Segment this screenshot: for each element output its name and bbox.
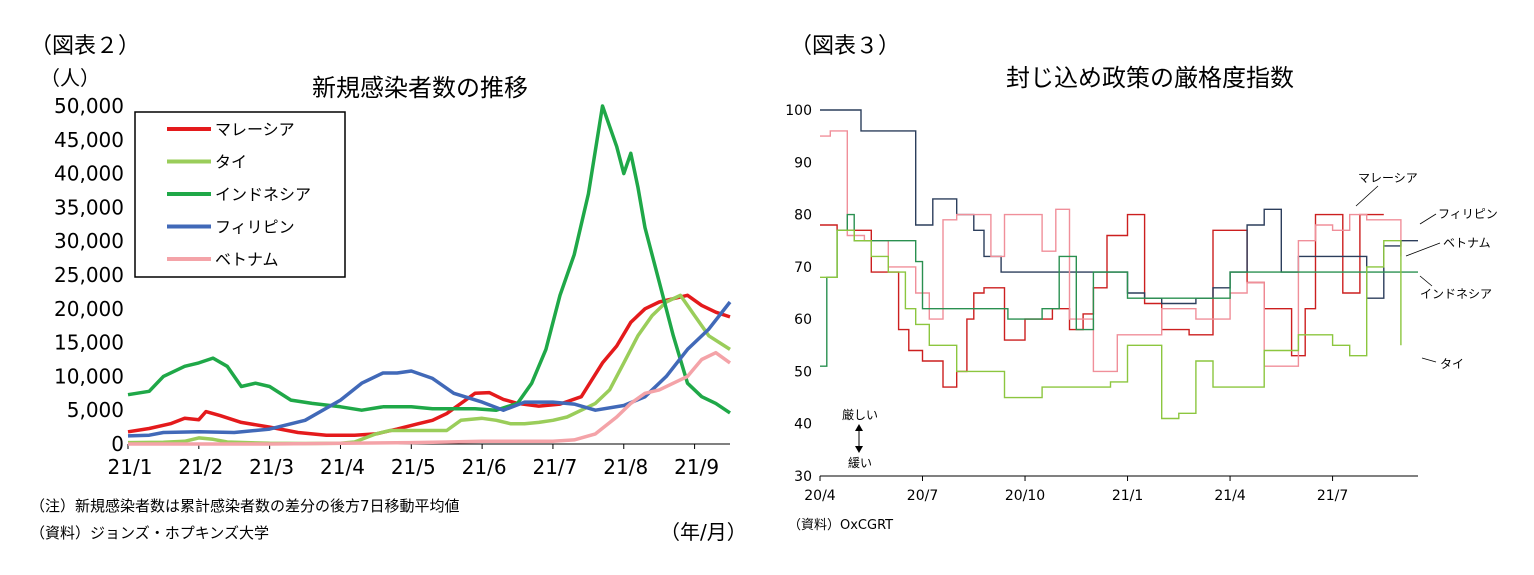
left-x-tick-label: 21/7: [532, 455, 577, 479]
right-series-leader: [1419, 213, 1437, 225]
left-y-tick-label: 30,000: [54, 229, 124, 253]
right-series-line: [820, 109, 1418, 305]
left-x-tick-label: 21/6: [462, 455, 507, 479]
left-chart-title: 新規感染者数の推移: [312, 74, 528, 102]
figure2-label: （図表２）: [30, 34, 141, 59]
right-series-leader: [1355, 185, 1379, 207]
left-x-tick-label: 21/3: [249, 455, 294, 479]
left-x-tick-label: 21/9: [674, 455, 719, 479]
strict-label: 厳しい: [842, 408, 878, 422]
right-y-tick-label: 30: [794, 469, 812, 485]
right-y-tick-label: 90: [794, 155, 812, 171]
right-series-label: タイ: [1440, 357, 1464, 371]
left-x-tick-label: 21/4: [320, 455, 365, 479]
left-legend-label: フィリピン: [215, 218, 295, 237]
left-x-tick-label: 21/2: [178, 455, 223, 479]
right-y-tick-label: 80: [794, 208, 812, 224]
left-y-tick-label: 50,000: [54, 94, 124, 118]
arrow-down-head: [855, 446, 863, 453]
left-series-line: [127, 293, 731, 437]
right-x-tick-label: 20/7: [907, 488, 938, 504]
left-legend-label: インドネシア: [215, 185, 311, 204]
right-y-tick-label: 50: [794, 364, 812, 380]
left-y-tick-label: 5,000: [67, 398, 124, 422]
left-y-tick-label: 35,000: [54, 195, 124, 219]
right-series-label: フィリピン: [1438, 207, 1498, 221]
right-x-tick-label: 21/4: [1214, 488, 1246, 504]
right-y-tick-label: 100: [785, 103, 812, 119]
right-series-line: [820, 213, 1384, 388]
left-series-line: [128, 350, 732, 446]
loose-label: 緩い: [848, 456, 872, 470]
left-y-tick-label: 45,000: [54, 128, 124, 152]
right-x-tick-label: 21/1: [1112, 488, 1143, 504]
right-series-leader: [1419, 275, 1433, 287]
y-unit-label: （人）: [40, 66, 100, 90]
left-y-tick-label: 25,000: [54, 263, 124, 287]
right-series-label: マレーシア: [1358, 171, 1418, 185]
right-source: （資料）OxCGRT: [788, 518, 894, 533]
left-note: （注）新規感染者数は累計感染者数の差分の後方7日移動平均値: [30, 497, 460, 515]
arrow-up-head: [855, 424, 863, 431]
x-unit-label: （年/月）: [660, 520, 747, 544]
left-chart: 新規感染者数の推移 0 5,000 10,000 15,000 20,000 25,000 3…: [54, 74, 732, 479]
left-source: （資料）ジョンズ・ホプキンズ大学: [30, 524, 269, 542]
left-x-tick-label: 21/1: [108, 455, 153, 479]
right-series-leader: [1405, 242, 1441, 257]
left-legend-label: ベトナム: [215, 250, 279, 269]
left-x-tick-label: 21/5: [391, 455, 436, 479]
right-series-leader: [1421, 357, 1437, 363]
left-y-tick-label: 20,000: [54, 297, 124, 321]
right-y-tick-label: 70: [794, 260, 812, 276]
left-x-tick-label: 21/8: [603, 455, 648, 479]
right-chart-title: 封じ込め政策の厳格度指数: [1006, 64, 1294, 92]
left-y-tick-label: 40,000: [54, 162, 124, 186]
right-series-line: [820, 229, 1402, 420]
right-x-tick-label: 20/10: [1005, 488, 1045, 504]
left-series-line: [127, 104, 731, 415]
right-series-label: インドネシア: [1420, 287, 1492, 301]
left-series-line: [127, 300, 732, 438]
right-series-line: [820, 213, 1418, 367]
right-x-tick-label: 21/7: [1317, 488, 1348, 504]
left-y-tick-label: 15,000: [54, 331, 124, 355]
right-y-tick-label: 60: [794, 312, 812, 328]
right-chart: 封じ込め政策の厳格度指数 30 40 50 60 70 80 90 100 20/4 20/7 20/…: [785, 64, 1498, 504]
right-x-tick-label: 20/4: [804, 488, 836, 504]
left-legend-label: タイ: [215, 153, 247, 172]
left-y-tick-label: 10,000: [54, 364, 124, 388]
right-series-label: ベトナム: [1443, 236, 1491, 250]
figure3-label: （図表３）: [790, 34, 901, 59]
right-y-tick-label: 40: [794, 417, 812, 433]
left-legend-label: マレーシア: [215, 120, 295, 139]
left-y-tick-label: 0: [111, 432, 124, 456]
